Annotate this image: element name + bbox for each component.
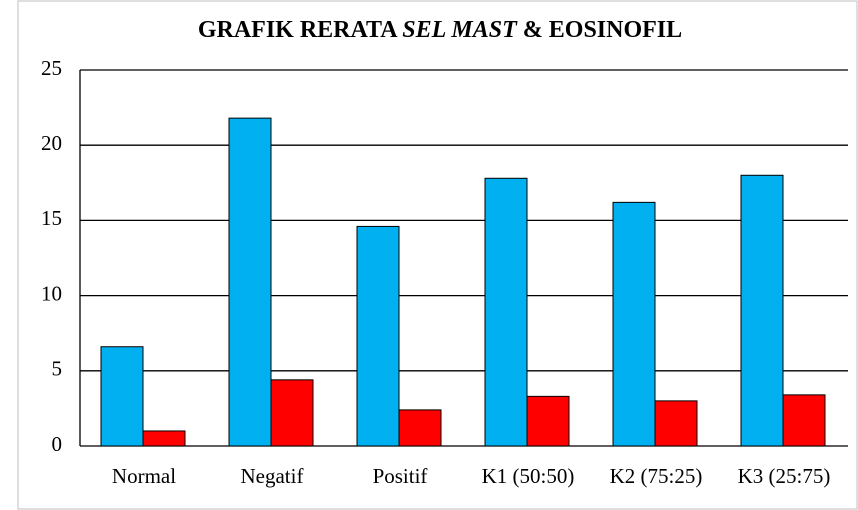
bar (142, 430, 186, 447)
bar (782, 394, 826, 447)
title-part: GRAFIK RERATA (198, 17, 398, 43)
bar (526, 395, 570, 447)
y-tick-label: 10 (41, 281, 62, 305)
y-tick-label: 0 (52, 432, 63, 456)
bar (228, 117, 272, 447)
bar (654, 400, 698, 447)
y-tick-label: 20 (41, 131, 62, 155)
bar (484, 177, 528, 447)
bar (740, 174, 784, 447)
bar (270, 379, 314, 447)
x-tick-label: K2 (75:25) (610, 464, 703, 488)
bar (100, 346, 144, 447)
title-part: & EOSINOFIL (523, 17, 682, 43)
x-tick-label: Positif (373, 464, 428, 488)
x-tick-label: K1 (50:50) (482, 464, 575, 488)
bar (612, 201, 656, 447)
x-tick-label: K3 (25:75) (738, 464, 831, 488)
chart-frame (17, 0, 858, 510)
chart-title: GRAFIK RERATA SEL MAST & EOSINOFIL (198, 17, 682, 43)
title-part: SEL MAST (402, 17, 518, 43)
y-tick-label: 5 (52, 357, 63, 381)
y-tick-label: 15 (41, 206, 62, 230)
x-tick-label: Negatif (241, 464, 304, 488)
x-tick-label: Normal (112, 464, 176, 488)
bar (398, 409, 442, 447)
bar (356, 225, 400, 447)
y-tick-label: 25 (41, 56, 62, 80)
